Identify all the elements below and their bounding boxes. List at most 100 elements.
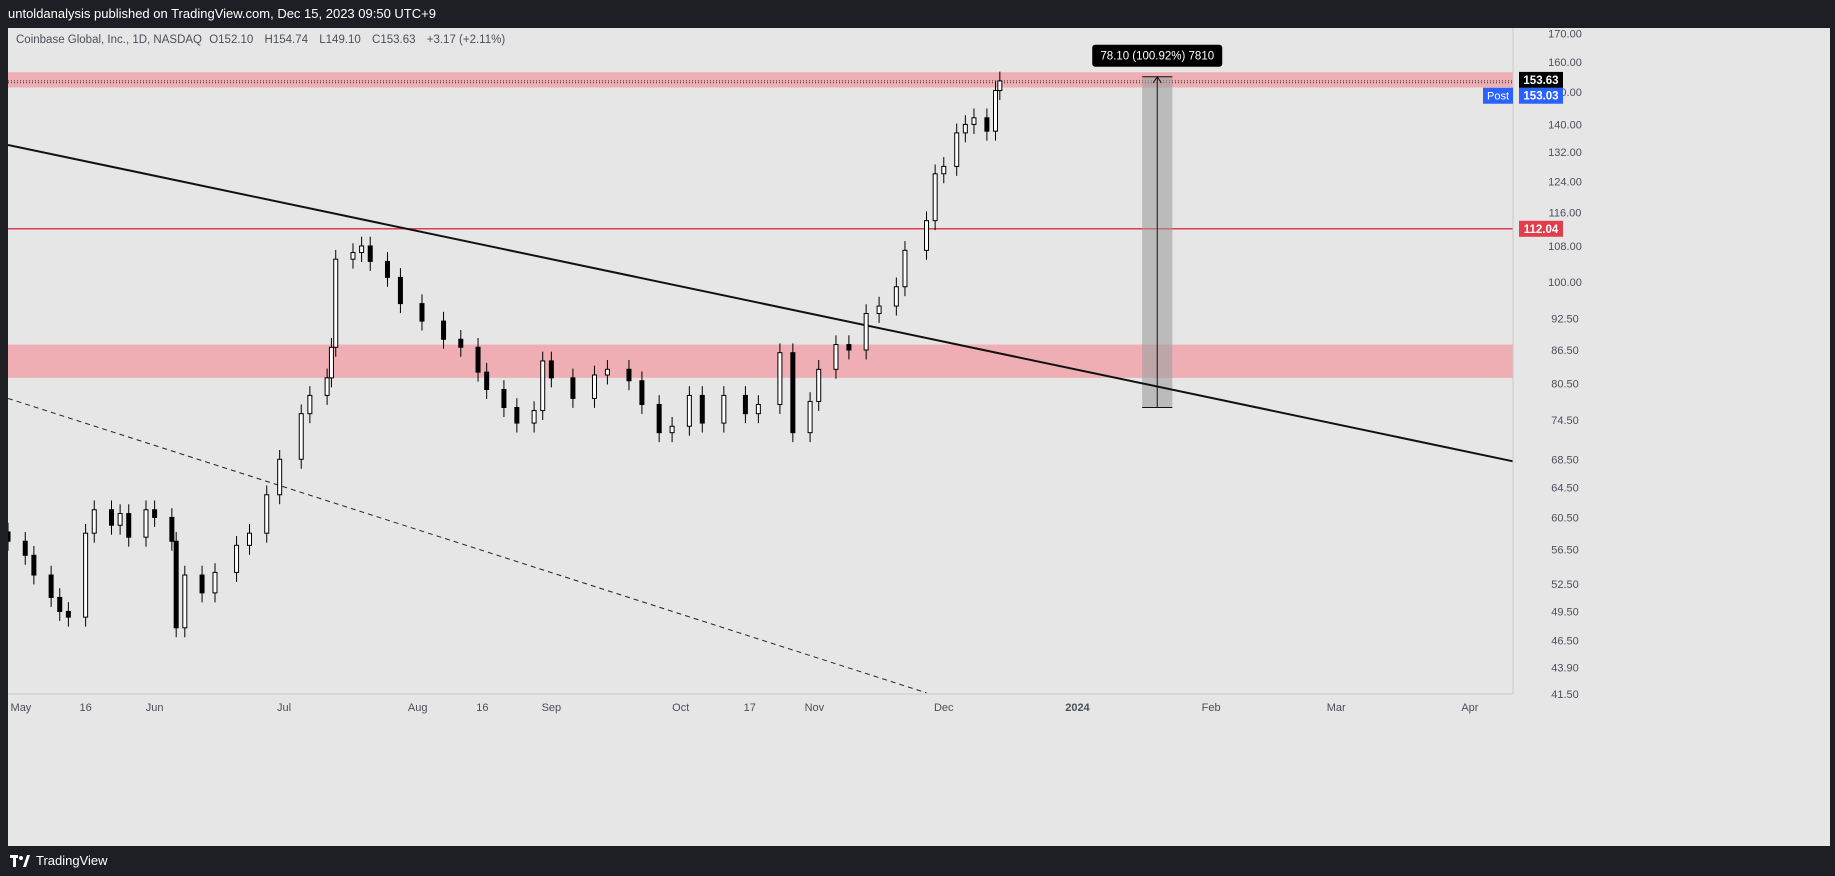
price-tick-label: 46.50 xyxy=(1551,636,1579,648)
candle xyxy=(997,80,1003,92)
candle xyxy=(328,346,334,379)
price-tick-label: 52.50 xyxy=(1551,579,1579,591)
candle xyxy=(699,394,705,424)
candle xyxy=(298,413,304,460)
resistance-price-badge-box xyxy=(1519,220,1563,237)
time-tick-label: 17 xyxy=(744,702,756,714)
candle xyxy=(359,245,365,254)
ohlc-change: +3.17 (+2.11%) xyxy=(426,34,506,46)
current-price-badge-box xyxy=(1519,71,1563,88)
candle xyxy=(234,544,240,573)
candle xyxy=(91,509,97,534)
measure-label-box xyxy=(1092,44,1223,67)
candle xyxy=(117,513,123,526)
price-tick-label: 49.50 xyxy=(1551,606,1579,618)
post-price-badge-box xyxy=(1519,87,1563,104)
price-tick-label: 160.00 xyxy=(1548,57,1582,69)
price-tick-label: 100.00 xyxy=(1548,277,1582,289)
candle xyxy=(591,374,597,399)
time-tick-label: Feb xyxy=(1202,702,1221,714)
candle xyxy=(333,258,339,348)
price-tick-label: 124.00 xyxy=(1548,176,1582,188)
post-price-badge: 153.03 xyxy=(1523,91,1558,103)
ohlc-open: O152.10 xyxy=(209,34,254,46)
price-chart[interactable]: 78.10 (100.92%) 7810170.00160.00150.0014… xyxy=(8,28,1830,846)
candle xyxy=(173,540,179,629)
candle xyxy=(971,117,977,125)
time-tick-label: 16 xyxy=(476,702,488,714)
candle xyxy=(152,509,158,518)
candle xyxy=(484,371,490,390)
candle xyxy=(350,252,356,260)
post-label: Post xyxy=(1487,91,1509,103)
price-tick-label: 108.00 xyxy=(1548,241,1582,253)
time-tick-label: Aug xyxy=(408,702,428,714)
lower-support-zone xyxy=(8,344,1513,378)
price-tick-label: 60.50 xyxy=(1551,512,1579,524)
price-tick-label: 64.50 xyxy=(1551,482,1579,494)
candle xyxy=(570,377,576,399)
candle xyxy=(993,90,999,132)
time-tick-label: 16 xyxy=(79,702,91,714)
time-tick-label: Apr xyxy=(1461,702,1478,714)
candle xyxy=(143,509,149,538)
candle xyxy=(816,368,822,402)
time-tick-label: Oct xyxy=(672,702,689,714)
candle xyxy=(721,394,727,424)
chart-frame[interactable]: 78.10 (100.92%) 7810 170.00 160.00 150.00 14… xyxy=(8,28,1830,846)
candle xyxy=(893,286,899,307)
price-tick-label: 170.00 xyxy=(1548,28,1582,40)
candle xyxy=(954,132,960,167)
candle xyxy=(846,344,852,351)
candle xyxy=(863,313,869,351)
candle xyxy=(22,540,28,556)
candle xyxy=(501,388,507,409)
candle xyxy=(324,377,330,396)
candle xyxy=(126,513,132,538)
candle xyxy=(669,425,675,434)
candle xyxy=(924,220,930,251)
candle xyxy=(962,123,968,134)
candle xyxy=(932,173,938,222)
time-tick-label: Jun xyxy=(146,702,164,714)
candle xyxy=(656,403,662,434)
price-tick-label: 132.00 xyxy=(1548,147,1582,159)
price-tick-label: 116.00 xyxy=(1549,208,1582,220)
time-tick-label: Dec xyxy=(934,702,954,714)
time-tick-label: Sep xyxy=(542,702,562,714)
candle xyxy=(199,574,205,594)
footer-bar: TradingView xyxy=(0,846,1835,876)
candle xyxy=(246,532,252,546)
price-tick-label: 56.50 xyxy=(1551,544,1579,556)
candle xyxy=(169,516,175,542)
price-tick-label: 41.50 xyxy=(1551,689,1579,701)
candle xyxy=(941,165,947,175)
candle xyxy=(264,494,270,534)
tradingview-logo[interactable]: TradingView xyxy=(10,853,108,868)
candle xyxy=(397,276,403,305)
candle xyxy=(212,571,218,594)
dashed-trendline xyxy=(8,397,927,694)
candle xyxy=(742,394,748,415)
time-tick-label: Mar xyxy=(1327,702,1346,714)
price-tick-label: 92.50 xyxy=(1551,314,1579,326)
publisher-text: untoldanalysis published on TradingView.… xyxy=(8,6,436,21)
candle xyxy=(277,458,283,496)
symbol-name: Coinbase Global, Inc., 1D, NASDAQ xyxy=(16,34,202,46)
price-tick-label: 68.50 xyxy=(1551,454,1579,466)
price-tick-label: 80.50 xyxy=(1551,379,1579,391)
brand-name: TradingView xyxy=(36,853,108,868)
candle xyxy=(367,245,373,262)
time-tick-label: Jul xyxy=(277,702,291,714)
candle xyxy=(790,352,796,434)
candle xyxy=(540,360,546,412)
candle xyxy=(419,303,425,322)
candle xyxy=(307,394,313,415)
candle xyxy=(833,344,839,370)
candle xyxy=(639,380,645,405)
candle xyxy=(626,368,632,382)
current-price-badge: 153.63 xyxy=(1523,75,1558,87)
candle xyxy=(531,410,537,424)
candle xyxy=(807,400,813,434)
